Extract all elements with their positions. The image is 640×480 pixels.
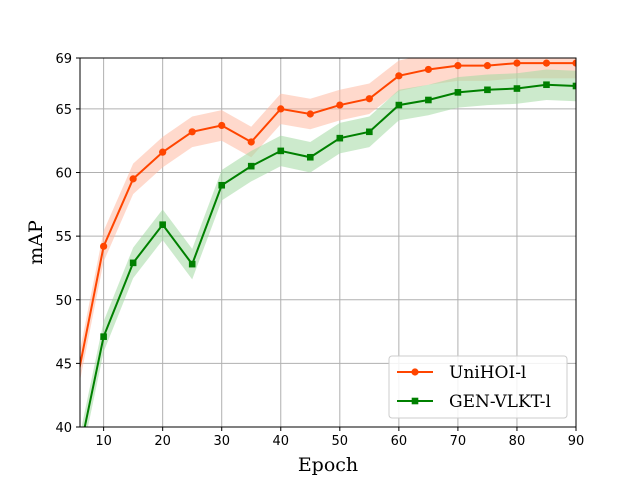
legend-label-1: GEN-VLKT-l (449, 392, 551, 412)
x-tick-label: 20 (154, 434, 171, 449)
point-series-0 (70, 392, 77, 399)
x-tick-label: 60 (391, 434, 408, 449)
y-axis-label: mAP (25, 220, 47, 265)
legend-box (388, 355, 568, 419)
line-series-1 (83, 83, 576, 427)
point-series-0 (218, 121, 226, 130)
point-series-0 (100, 242, 108, 250)
series-lines (80, 62, 576, 427)
x-axis-label: Epoch (298, 454, 358, 476)
plot-frame (79, 57, 577, 428)
point-series-1 (159, 221, 166, 228)
point-series-1 (395, 101, 403, 109)
point-series-0 (277, 105, 285, 113)
y-tick-label: 50 (55, 294, 72, 309)
point-series-1 (572, 82, 576, 90)
y-tick-label: 60 (55, 167, 72, 182)
x-tick-label: 10 (95, 434, 112, 449)
x-tick-label: 90 (568, 434, 585, 449)
point-series-1 (188, 260, 196, 268)
x-tick-label: 30 (213, 434, 230, 449)
x-tick-label: 40 (272, 434, 289, 449)
legend-marker-1 (411, 397, 419, 405)
band-series-0 (80, 58, 576, 381)
point-series-1 (484, 86, 491, 94)
point-series-1 (100, 333, 107, 340)
point-series-0 (336, 101, 344, 109)
x-tick-label: 80 (509, 434, 526, 449)
y-tick-label: 45 (55, 357, 72, 372)
point-series-0 (542, 59, 551, 67)
y-tick-label: 69 (55, 52, 72, 67)
point-series-1 (71, 475, 78, 480)
point-series-1 (425, 96, 432, 104)
point-series-1 (247, 162, 255, 170)
point-series-0 (159, 148, 167, 156)
legend-label-0: UniHOI-l (449, 363, 526, 383)
point-series-0 (513, 59, 521, 67)
point-series-0 (247, 138, 255, 146)
y-tick-label: 55 (55, 230, 72, 245)
line-series-0 (80, 62, 576, 371)
point-series-0 (424, 65, 432, 74)
point-series-0 (365, 95, 373, 103)
point-series-0 (395, 72, 403, 80)
point-series-1 (336, 134, 344, 142)
point-series-1 (129, 259, 137, 267)
point-series-1 (218, 181, 226, 189)
point-series-1 (454, 89, 462, 96)
point-series-1 (543, 81, 550, 89)
x-tick-label: 70 (450, 434, 467, 449)
point-series-1 (513, 85, 521, 92)
point-series-0 (188, 128, 196, 136)
point-series-0 (572, 59, 576, 67)
legend-marker-0 (411, 368, 419, 376)
legend: UniHOI-l GEN-VLKT-l (388, 355, 568, 419)
point-series-0 (483, 62, 492, 70)
y-tick-label: 65 (55, 103, 72, 118)
axis-ticks: 10 20 30 40 50 60 70 80 90 40 45 50 55 60 65 69 (55, 52, 584, 449)
x-tick-label: 50 (332, 434, 349, 449)
point-series-1 (306, 153, 314, 161)
point-series-0 (454, 62, 462, 70)
point-series-1 (366, 128, 373, 136)
y-tick-label: 40 (55, 421, 72, 436)
point-series-0 (306, 110, 314, 118)
point-series-0 (129, 175, 137, 183)
series-markers (70, 59, 576, 480)
point-series-1 (277, 147, 285, 155)
